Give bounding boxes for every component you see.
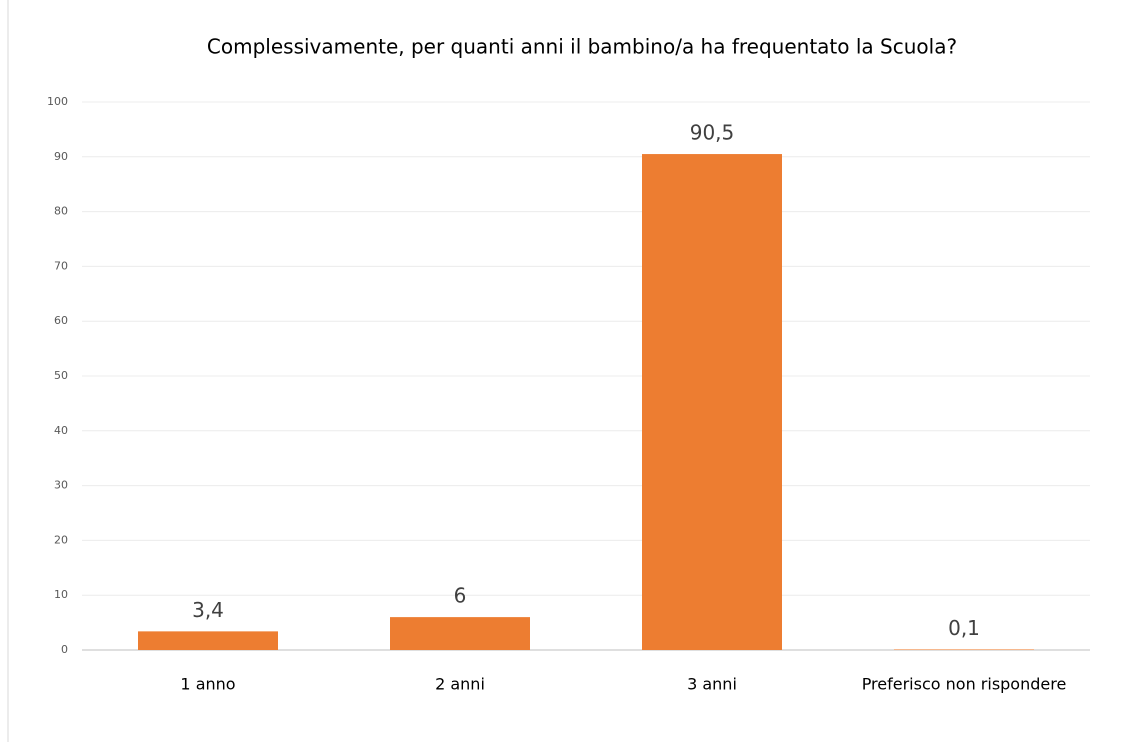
x-tick-label: 1 anno xyxy=(180,675,235,694)
x-tick-label: 2 anni xyxy=(435,675,485,694)
y-tick-label: 60 xyxy=(54,314,68,327)
y-tick-label: 20 xyxy=(54,533,68,546)
y-tick-label: 0 xyxy=(61,643,68,656)
y-tick-label: 30 xyxy=(54,479,68,492)
y-tick-label: 10 xyxy=(54,588,68,601)
bar xyxy=(642,154,782,650)
bar xyxy=(138,631,278,650)
y-tick-label: 100 xyxy=(47,95,68,108)
value-label: 90,5 xyxy=(690,121,735,145)
y-tick-label: 50 xyxy=(54,369,68,382)
value-label: 0,1 xyxy=(948,616,980,640)
y-tick-label: 80 xyxy=(54,205,68,218)
bar xyxy=(390,617,530,650)
y-tick-label: 90 xyxy=(54,150,68,163)
y-tick-label: 70 xyxy=(54,259,68,272)
value-label: 6 xyxy=(454,584,467,608)
bar xyxy=(894,649,1034,650)
x-tick-label: Preferisco non rispondere xyxy=(862,675,1067,694)
chart-title: Complessivamente, per quanti anni il bam… xyxy=(207,35,957,59)
value-label: 3,4 xyxy=(192,598,224,622)
y-tick-label: 40 xyxy=(54,424,68,437)
x-tick-label: 3 anni xyxy=(687,675,737,694)
